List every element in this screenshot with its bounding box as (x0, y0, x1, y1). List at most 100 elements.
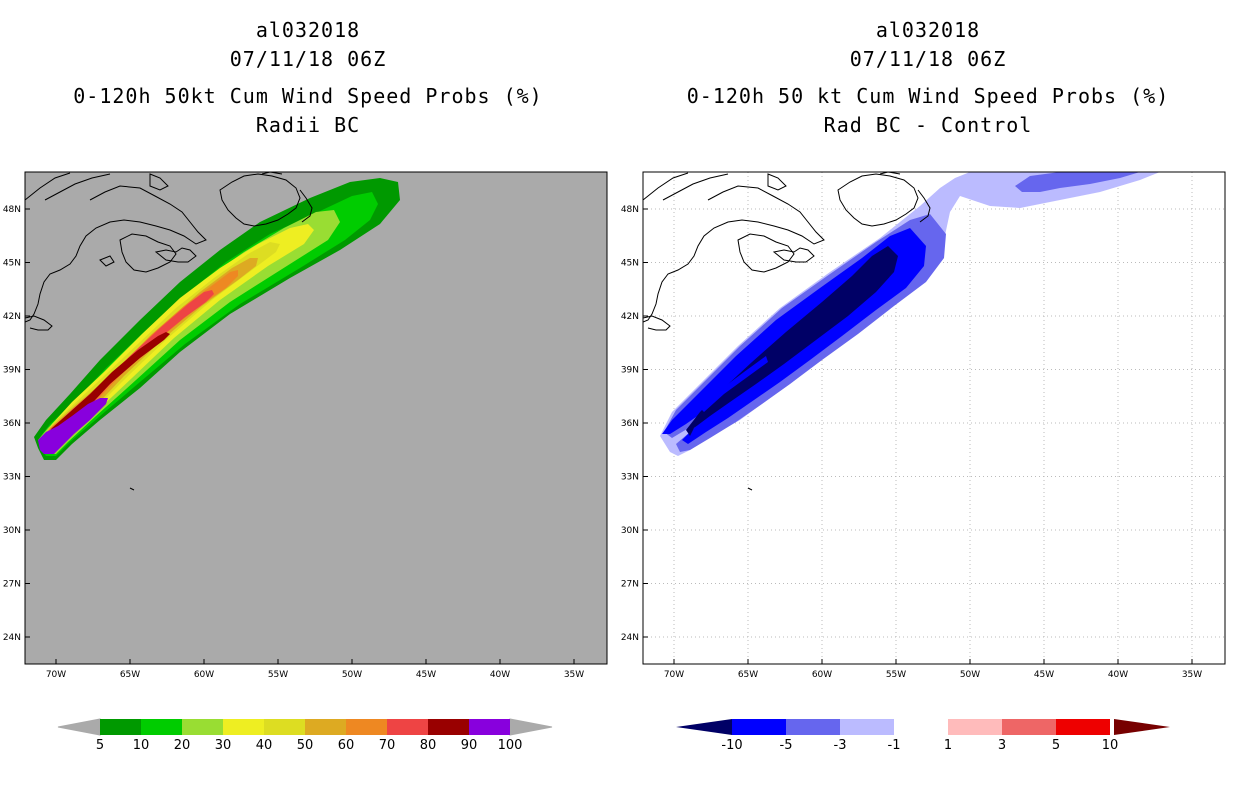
left-storm-id: al032018 (255, 18, 361, 42)
left-colorbar-label: 90 (461, 738, 478, 753)
left-colorbar-label: 10 (133, 738, 150, 753)
right-colorbar-swatch (732, 719, 786, 735)
right-colorbar-label: -3 (834, 738, 847, 753)
right-gridlines (643, 172, 1225, 664)
right-product: 0-120h 50 kt Cum Wind Speed Probs (%) (686, 84, 1170, 108)
left-colorbar-label: 100 (498, 738, 523, 753)
right-colorbar-swatch (1002, 719, 1056, 735)
left-colorbar-swatch (428, 719, 469, 735)
diff-plus-north (1015, 172, 1140, 192)
right-date: 07/11/18 06Z (849, 47, 1007, 71)
right-lat-label: 42N (621, 312, 639, 322)
left-lat-label: 36N (3, 419, 21, 429)
left-colorbar-swatch (264, 719, 305, 735)
right-map-frame (642, 171, 1226, 665)
right-lon-label: 65W (738, 670, 758, 680)
left-lat-label: 30N (3, 526, 21, 536)
right-colorbar-label: 5 (1052, 738, 1060, 753)
right-colorbar-label: 3 (998, 738, 1006, 753)
right-colorbar-high-arrow (1114, 719, 1170, 735)
left-lat-label: 48N (3, 205, 21, 215)
left-coastlines (25, 172, 313, 491)
right-lat-label: 24N (621, 633, 639, 643)
left-colorbar-swatch (141, 719, 182, 735)
right-lat-label: 27N (621, 580, 639, 590)
left-lon-label: 70W (46, 670, 66, 680)
left-probability-swath (34, 178, 400, 460)
left-colorbar-label: 60 (338, 738, 355, 753)
right-coastlines (643, 172, 931, 491)
right-colorbar-label: -1 (888, 738, 901, 753)
left-lat-label: 27N (3, 580, 21, 590)
left-lon-label: 55W (268, 670, 288, 680)
left-colorbar-label: 30 (215, 738, 232, 753)
right-lat-label: 48N (621, 205, 639, 215)
right-lat-label: 33N (621, 473, 639, 483)
left-lat-label: 39N (3, 366, 21, 376)
left-colorbar-swatch (387, 719, 428, 735)
diff-minus10-streak (700, 356, 768, 412)
left-colorbar-label: 70 (379, 738, 396, 753)
left-colorbar-label: 40 (256, 738, 273, 753)
left-colorbar-swatch (182, 719, 223, 735)
left-panel-title: al032018 07/11/18 06Z 0-120h 50kt Cum Wi… (8, 16, 608, 140)
left-lon-label: 65W (120, 670, 140, 680)
right-colorbar-low-arrow (676, 719, 732, 735)
left-lon-label: 35W (564, 670, 584, 680)
right-colorbar-swatch (894, 719, 948, 735)
right-lat-label: 39N (621, 366, 639, 376)
left-product: 0-120h 50kt Cum Wind Speed Probs (%) (73, 84, 543, 108)
right-colorbar-label: 1 (944, 738, 952, 753)
left-map-frame (24, 171, 608, 665)
left-colorbar-low-arrow (57, 718, 101, 736)
right-lat-label: 30N (621, 526, 639, 536)
right-colorbar: -10 -5 -3 -1 1 3 5 10 (676, 719, 1170, 753)
left-colorbar-swatch (100, 719, 141, 735)
right-colorbar-swatch (1056, 719, 1110, 735)
right-map: 48N 45N 42N 39N 36N 33N 30N 27N 24N 70W 65W 60W 55W 5… (621, 171, 1226, 680)
left-colorbar-label: 5 (96, 738, 104, 753)
left-colorbar-label: 20 (174, 738, 191, 753)
left-subtitle: Radii BC (255, 113, 361, 137)
left-lat-label: 42N (3, 312, 21, 322)
left-colorbar-high-arrow (509, 718, 553, 736)
left-date: 07/11/18 06Z (229, 47, 387, 71)
right-colorbar-swatch (948, 719, 1002, 735)
left-lon-label: 60W (194, 670, 214, 680)
right-colorbar-swatch (840, 719, 894, 735)
swath-90 (38, 398, 108, 454)
left-lat-label: 33N (3, 473, 21, 483)
right-lon-label: 60W (812, 670, 832, 680)
left-colorbar-swatch (346, 719, 387, 735)
right-lon-label: 35W (1182, 670, 1202, 680)
left-lon-label: 50W (342, 670, 362, 680)
left-lat-label: 45N (3, 259, 21, 269)
right-lat-label: 36N (621, 419, 639, 429)
left-lon-label: 40W (490, 670, 510, 680)
right-difference-swath (660, 172, 1160, 456)
right-lon-label: 50W (960, 670, 980, 680)
right-lon-label: 55W (886, 670, 906, 680)
right-lon-label: 70W (664, 670, 684, 680)
left-lat-label: 24N (3, 633, 21, 643)
right-colorbar-label: -5 (780, 738, 793, 753)
right-subtitle: Rad BC - Control (823, 113, 1033, 137)
right-storm-id: al032018 (875, 18, 981, 42)
right-panel-title: al032018 07/11/18 06Z 0-120h 50 kt Cum W… (628, 16, 1228, 140)
left-colorbar-swatch (223, 719, 264, 735)
left-colorbar-label: 50 (297, 738, 314, 753)
left-axis-labels: 48N 45N 42N 39N 36N 33N 30N 27N 24N 70W 65W 60W 55W 5… (3, 205, 584, 680)
left-colorbar-swatch (305, 719, 346, 735)
right-axis-labels: 48N 45N 42N 39N 36N 33N 30N 27N 24N 70W 65W 60W 55W 5… (621, 205, 1202, 680)
left-lon-label: 45W (416, 670, 436, 680)
left-map: 48N 45N 42N 39N 36N 33N 30N 27N 24N 70W 65W 60W 55W 5… (3, 171, 608, 680)
diff-minus10 (686, 246, 898, 436)
right-colorbar-swatch (786, 719, 840, 735)
right-lat-label: 45N (621, 259, 639, 269)
left-colorbar: 5 10 20 30 40 50 60 70 80 90 100 (57, 718, 553, 753)
right-colorbar-label: -10 (721, 738, 742, 753)
left-colorbar-label: 80 (420, 738, 437, 753)
right-colorbar-label: 10 (1102, 738, 1119, 753)
left-colorbar-swatch (469, 719, 510, 735)
